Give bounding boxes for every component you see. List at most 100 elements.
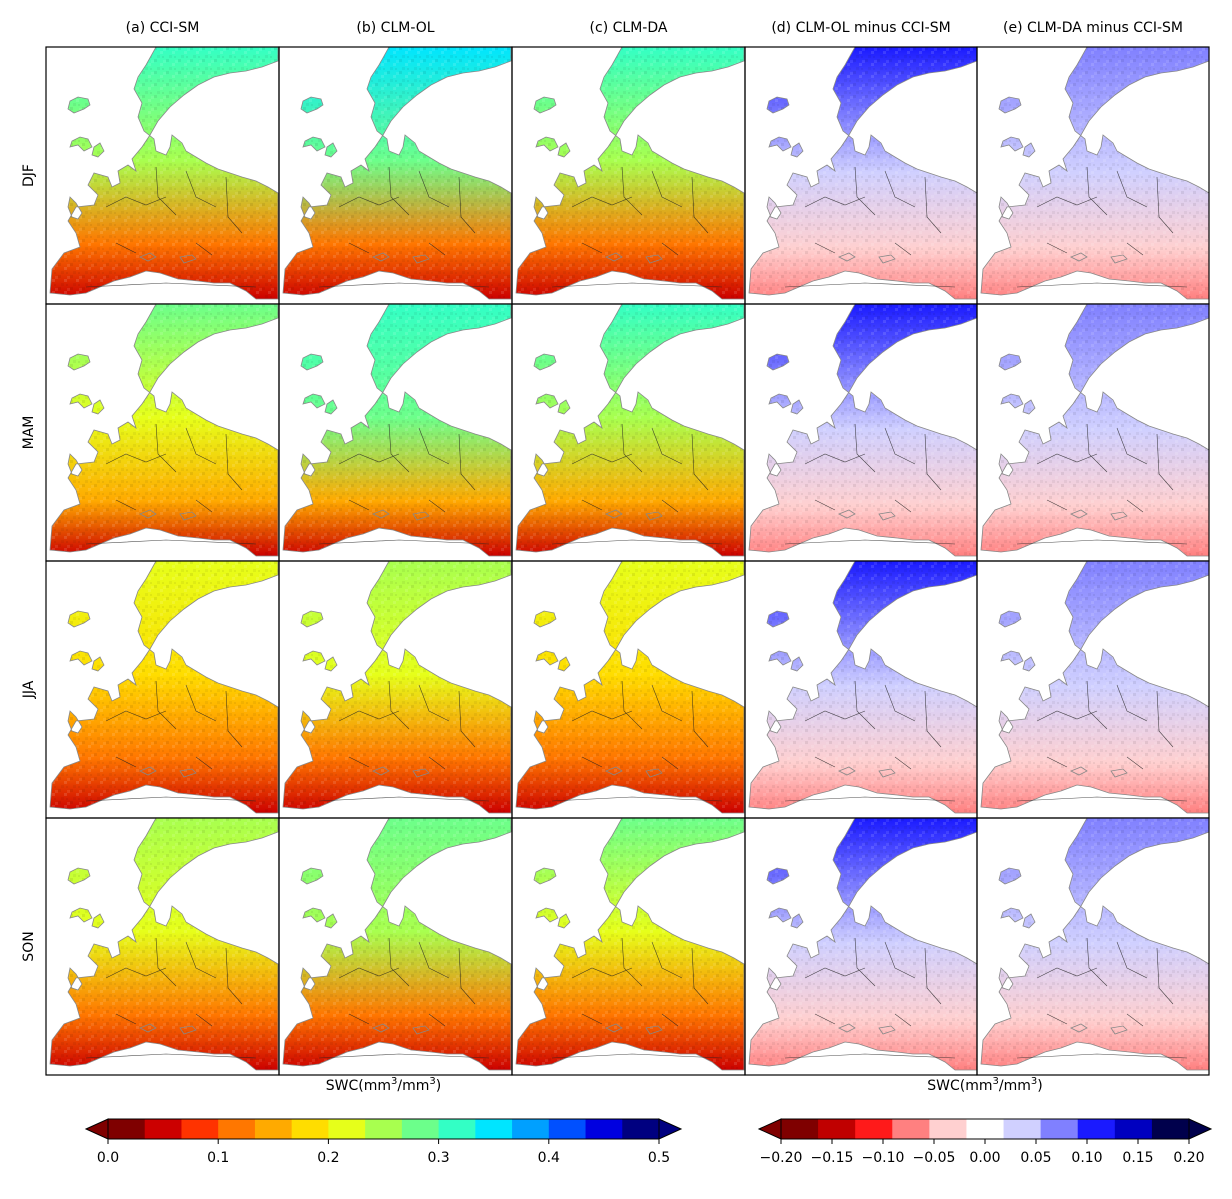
coastline bbox=[748, 560, 978, 814]
colorbar-tick-label: 0.15 bbox=[1122, 1150, 1153, 1166]
row-label: JJA bbox=[21, 680, 37, 699]
map-panel bbox=[278, 817, 513, 1076]
country-borders bbox=[551, 166, 723, 288]
coastline bbox=[49, 560, 279, 814]
colorbar-tick-label: −0.10 bbox=[862, 1150, 905, 1166]
map-panel bbox=[976, 303, 1210, 562]
coastline bbox=[515, 46, 745, 300]
country-borders bbox=[1016, 166, 1188, 288]
map-panel bbox=[744, 46, 978, 305]
map-panel bbox=[744, 303, 978, 562]
colorbar-extend-high bbox=[658, 1118, 683, 1140]
coastline bbox=[980, 303, 1210, 557]
colorbar-tick-label: 0.20 bbox=[1173, 1150, 1204, 1166]
colorbar-extend-high bbox=[1188, 1118, 1213, 1140]
coastline bbox=[980, 46, 1210, 300]
map-panel bbox=[744, 560, 978, 819]
colorbar-tick-label: 0.5 bbox=[648, 1150, 670, 1166]
country-borders bbox=[784, 423, 956, 545]
row-label: DJF bbox=[21, 164, 37, 187]
coastline bbox=[282, 46, 512, 300]
column-title: (e) CLM-DA minus CCI-SM bbox=[1003, 20, 1183, 36]
colorbar-segment bbox=[892, 1119, 930, 1139]
map-panel bbox=[45, 560, 280, 819]
map-panel bbox=[45, 303, 280, 562]
panel-grid bbox=[45, 46, 1210, 1076]
map-panel bbox=[45, 817, 280, 1076]
map-panel bbox=[511, 817, 746, 1076]
colorbar-tick-label: 0.4 bbox=[538, 1150, 560, 1166]
column-title: (c) CLM-DA bbox=[590, 20, 668, 36]
colorbar-segment bbox=[818, 1119, 856, 1139]
country-borders bbox=[551, 423, 723, 545]
colorbar-segment bbox=[475, 1119, 513, 1139]
colorbar-segment bbox=[144, 1119, 182, 1139]
colorbar-segment bbox=[585, 1119, 623, 1139]
colorbar-tick-label: 0.2 bbox=[317, 1150, 339, 1166]
country-borders bbox=[551, 937, 723, 1059]
colorbar-label: SWC(mm3/mm3) bbox=[927, 1076, 1042, 1094]
country-borders bbox=[1016, 423, 1188, 545]
country-borders bbox=[1016, 680, 1188, 802]
map-panel bbox=[511, 560, 746, 819]
colorbar-segment bbox=[1077, 1119, 1116, 1139]
colorbar-segment bbox=[1114, 1119, 1153, 1139]
colorbar-segment bbox=[1040, 1119, 1079, 1139]
row-labels: DJF MAM JJA SON bbox=[21, 164, 37, 962]
colorbar-tick-label: 0.05 bbox=[1020, 1150, 1051, 1166]
coastline bbox=[49, 46, 279, 300]
colorbar-segment bbox=[108, 1119, 146, 1139]
coastline bbox=[748, 46, 978, 300]
colorbar-segment bbox=[401, 1119, 439, 1139]
country-borders bbox=[318, 937, 490, 1059]
colorbar-tick-label: −0.15 bbox=[811, 1150, 854, 1166]
column-titles: (a) CCI-SM (b) CLM-OL (c) CLM-DA (d) CLM-OL… bbox=[126, 20, 1183, 36]
coastline bbox=[748, 303, 978, 557]
row-label: SON bbox=[21, 931, 37, 961]
country-borders bbox=[318, 166, 490, 288]
column-title: (d) CLM-OL minus CCI-SM bbox=[771, 20, 950, 36]
colorbar-segment bbox=[328, 1119, 366, 1139]
colorbar-segment bbox=[966, 1119, 1004, 1139]
colorbar-segment bbox=[781, 1119, 819, 1139]
colorbar-absolute: 0.0 0.1 0.2 0.3 0.4 0.5 SWC(mm3/mm3) bbox=[84, 1076, 683, 1166]
map-panel bbox=[278, 303, 513, 562]
colorbar-segment bbox=[365, 1119, 403, 1139]
colorbar-extend-low bbox=[84, 1118, 109, 1140]
map-panel bbox=[278, 46, 513, 305]
map-panel bbox=[45, 46, 280, 305]
colorbar-tick-label: −0.05 bbox=[913, 1150, 956, 1166]
country-borders bbox=[85, 423, 257, 545]
colorbar-segment bbox=[855, 1119, 893, 1139]
coastline bbox=[515, 560, 745, 814]
coastline bbox=[980, 817, 1210, 1071]
colorbar-tick-label: −0.20 bbox=[760, 1150, 803, 1166]
column-title: (a) CCI-SM bbox=[126, 20, 200, 36]
colorbar-tick-label: 0.0 bbox=[97, 1150, 119, 1166]
colorbar-tick-label: 0.3 bbox=[427, 1150, 449, 1166]
panel-frame bbox=[976, 817, 1210, 1076]
country-borders bbox=[784, 937, 956, 1059]
colorbar-segment bbox=[254, 1119, 293, 1139]
colorbar-segment bbox=[1003, 1119, 1042, 1139]
colorbar-segment bbox=[622, 1119, 660, 1139]
map-panel bbox=[976, 817, 1210, 1076]
colorbar-segment bbox=[438, 1119, 476, 1139]
country-borders bbox=[318, 423, 490, 545]
colorbar-segment bbox=[291, 1119, 329, 1139]
colorbar-segment bbox=[1151, 1119, 1190, 1139]
coastline bbox=[282, 303, 512, 557]
country-borders bbox=[551, 680, 723, 802]
coastline bbox=[282, 560, 512, 814]
country-borders bbox=[85, 680, 257, 802]
coastline bbox=[515, 303, 745, 557]
colorbar-segment bbox=[512, 1119, 550, 1139]
coastline bbox=[515, 817, 745, 1071]
map-panel bbox=[511, 46, 746, 305]
colorbar-tick-label: 0.1 bbox=[207, 1150, 229, 1166]
map-panel bbox=[976, 46, 1210, 305]
map-panel bbox=[511, 303, 746, 562]
coastline bbox=[49, 817, 279, 1071]
row-label: MAM bbox=[21, 416, 37, 450]
